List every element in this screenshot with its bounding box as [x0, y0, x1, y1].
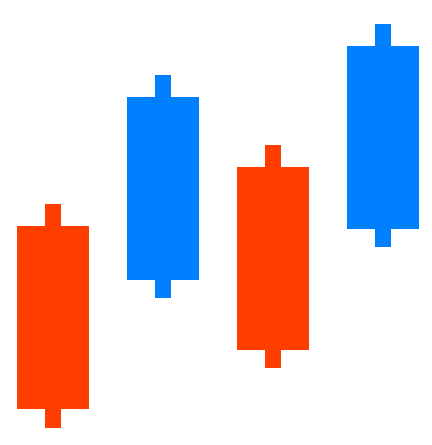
candle-body [127, 97, 199, 280]
candle-1 [17, 204, 89, 428]
candle-body [347, 46, 419, 229]
candle-2 [127, 75, 199, 298]
candle-3 [237, 145, 309, 368]
candle-4 [347, 24, 419, 247]
candle-body [237, 167, 309, 350]
candle-body [17, 226, 89, 409]
